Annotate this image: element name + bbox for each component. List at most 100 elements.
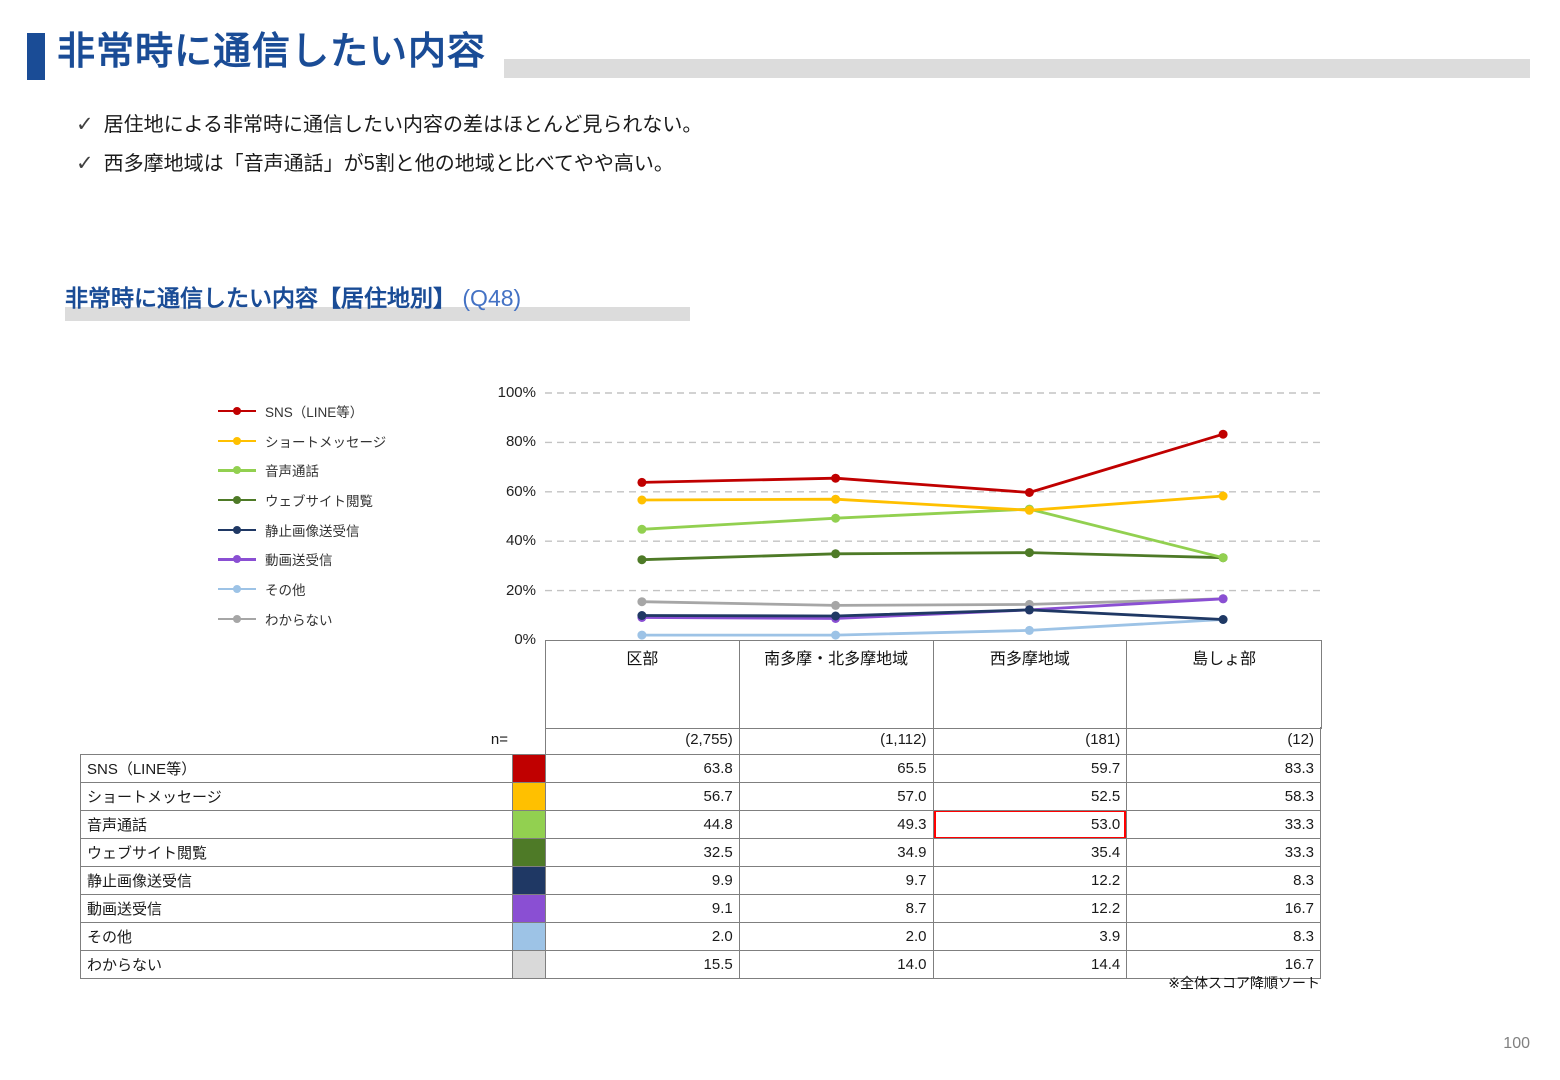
table-row: 動画送受信 9.1 8.7 12.2 16.7 xyxy=(80,894,1321,923)
n-value-cell: (1,112) xyxy=(740,727,934,754)
value-cell: 12.2 xyxy=(932,894,1128,923)
legend-label: 静止画像送受信 xyxy=(265,523,360,539)
page-title: 非常時に通信したい内容 xyxy=(45,26,505,80)
row-label: 音声通話 xyxy=(80,810,513,839)
table-row: わからない 15.5 14.0 14.4 16.7 xyxy=(80,950,1321,979)
legend-marker-icon xyxy=(218,465,256,475)
series-color-swatch xyxy=(512,782,546,811)
row-label: その他 xyxy=(80,922,513,951)
legend-marker-icon xyxy=(218,436,256,446)
value-cell: 15.5 xyxy=(545,950,740,979)
series-color-swatch xyxy=(512,754,546,783)
legend-marker-icon xyxy=(218,525,256,535)
row-label: 動画送受信 xyxy=(80,894,513,923)
legend-dot xyxy=(233,584,241,593)
data-table: SNS（LINE等） 63.8 65.5 59.7 83.3 ショートメッセージ 56.7 5… xyxy=(80,754,1321,979)
check-icon: ✓ xyxy=(76,113,94,136)
page-number: 100 xyxy=(1503,1035,1530,1052)
legend-marker-icon xyxy=(218,584,256,594)
value-cell: 16.7 xyxy=(1126,950,1321,979)
category-label: 南多摩・北多摩地域 xyxy=(740,641,934,728)
value-cell: 58.3 xyxy=(1126,782,1321,811)
row-label: ショートメッセージ xyxy=(80,782,513,811)
legend-item: その他 xyxy=(218,574,386,604)
value-cell: 33.3 xyxy=(1126,838,1321,867)
legend-label: ショートメッセージ xyxy=(265,434,387,450)
highlight-box xyxy=(933,811,1126,838)
value-cell: 8.3 xyxy=(1126,866,1321,895)
series-color-swatch xyxy=(512,922,546,951)
value-cell: 14.4 xyxy=(932,950,1128,979)
value-cell: 12.2 xyxy=(932,866,1128,895)
legend-marker-icon xyxy=(218,554,256,564)
table-row: ウェブサイト閲覧 32.5 34.9 35.4 33.3 xyxy=(80,838,1321,867)
legend-dot xyxy=(233,466,241,475)
category-label: 西多摩地域 xyxy=(934,641,1128,728)
value-cell: 35.4 xyxy=(932,838,1128,867)
value-cell: 56.7 xyxy=(545,782,740,811)
legend-marker-icon xyxy=(218,406,256,416)
y-tick-label: 20% xyxy=(505,581,536,599)
legend-label: その他 xyxy=(265,582,306,598)
section-title: 非常時に通信したい内容【居住地別】 (Q48) xyxy=(65,284,521,312)
row-label: 静止画像送受信 xyxy=(80,866,513,895)
n-value-cell: (181) xyxy=(934,727,1128,754)
category-label: 区部 xyxy=(546,641,740,728)
row-label: ウェブサイト閲覧 xyxy=(80,838,513,867)
legend-label: わからない xyxy=(265,612,333,628)
value-cell: 8.3 xyxy=(1126,922,1321,951)
value-cell: 52.5 xyxy=(932,782,1128,811)
value-cell: 9.7 xyxy=(738,866,934,895)
title-accent-bar xyxy=(27,33,45,80)
table-row: 静止画像送受信 9.9 9.7 12.2 8.3 xyxy=(80,866,1321,895)
value-cell: 9.1 xyxy=(545,894,740,923)
value-cell: 9.9 xyxy=(545,866,740,895)
bullet-item: ✓ 西多摩地域は「音声通話」が5割と他の地域と比べてやや高い。 xyxy=(76,151,702,177)
n-equals-label: n= xyxy=(490,731,508,748)
y-tick-label: 100% xyxy=(497,384,536,401)
value-cell: 16.7 xyxy=(1126,894,1321,923)
summary-bullets: ✓ 居住地による非常時に通信したい内容の差はほとんど見られない。 ✓ 西多摩地域… xyxy=(76,112,702,190)
section-qcode: (Q48) xyxy=(456,285,522,311)
legend-dot xyxy=(233,406,241,415)
value-cell: 65.5 xyxy=(738,754,934,783)
category-label: 島しょ部 xyxy=(1192,651,1257,668)
table-row: SNS（LINE等） 63.8 65.5 59.7 83.3 xyxy=(80,754,1321,783)
legend-marker-icon xyxy=(218,495,256,505)
series-color-swatch xyxy=(512,950,546,979)
value-cell: 44.8 xyxy=(545,810,740,839)
y-tick-label: 0% xyxy=(514,631,536,648)
n-value-cell: (12) xyxy=(1127,727,1321,754)
value-cell: 33.3 xyxy=(1126,810,1321,839)
legend-label: 音声通話 xyxy=(265,464,319,480)
bullet-text: 居住地による非常時に通信したい内容の差はほとんど見られない。 xyxy=(103,114,703,136)
value-cell: 34.9 xyxy=(738,838,934,867)
y-tick-label: 40% xyxy=(505,532,536,550)
y-tick-label: 80% xyxy=(505,433,536,451)
legend-item: 音声通話 xyxy=(218,455,386,485)
value-cell: 49.3 xyxy=(738,810,934,839)
legend-dot xyxy=(233,495,241,504)
bullet-text: 西多摩地域は「音声通話」が5割と他の地域と比べてやや高い。 xyxy=(103,153,674,175)
legend-label: SNS（LINE等） xyxy=(265,404,364,420)
value-cell: 63.8 xyxy=(545,754,740,783)
series-color-swatch xyxy=(512,894,546,923)
legend-dot xyxy=(233,614,241,623)
series-color-swatch xyxy=(512,838,546,867)
legend-label: ウェブサイト閲覧 xyxy=(265,493,373,509)
section-title-text: 非常時に通信したい内容【居住地別】 xyxy=(65,285,456,311)
n-values-row: (2,755) (1,112) (181) (12) xyxy=(545,727,1321,754)
legend-dot xyxy=(233,436,241,445)
legend-item: SNS（LINE等） xyxy=(218,396,386,426)
series-color-swatch xyxy=(512,810,546,839)
chart-legend: SNS（LINE等） ショートメッセージ 音声通話ウェブサイト閲覧 静止画像送受信 動画… xyxy=(218,396,386,634)
legend-item: ショートメッセージ xyxy=(218,426,386,456)
data-table-grid: SNS（LINE等） 63.8 65.5 59.7 83.3 ショートメッセージ 56.7 5… xyxy=(80,754,1321,979)
legend-label: 動画送受信 xyxy=(265,553,333,569)
legend-item: 静止画像送受信 xyxy=(218,515,386,545)
sort-note: ※全体スコア降順ソート xyxy=(1168,975,1320,991)
category-header-row: 区部 南多摩・北多摩地域 西多摩地域 島しょ部 xyxy=(545,640,1322,729)
value-cell: 8.7 xyxy=(738,894,934,923)
value-cell: 14.0 xyxy=(738,950,934,979)
value-cell: 32.5 xyxy=(545,838,740,867)
